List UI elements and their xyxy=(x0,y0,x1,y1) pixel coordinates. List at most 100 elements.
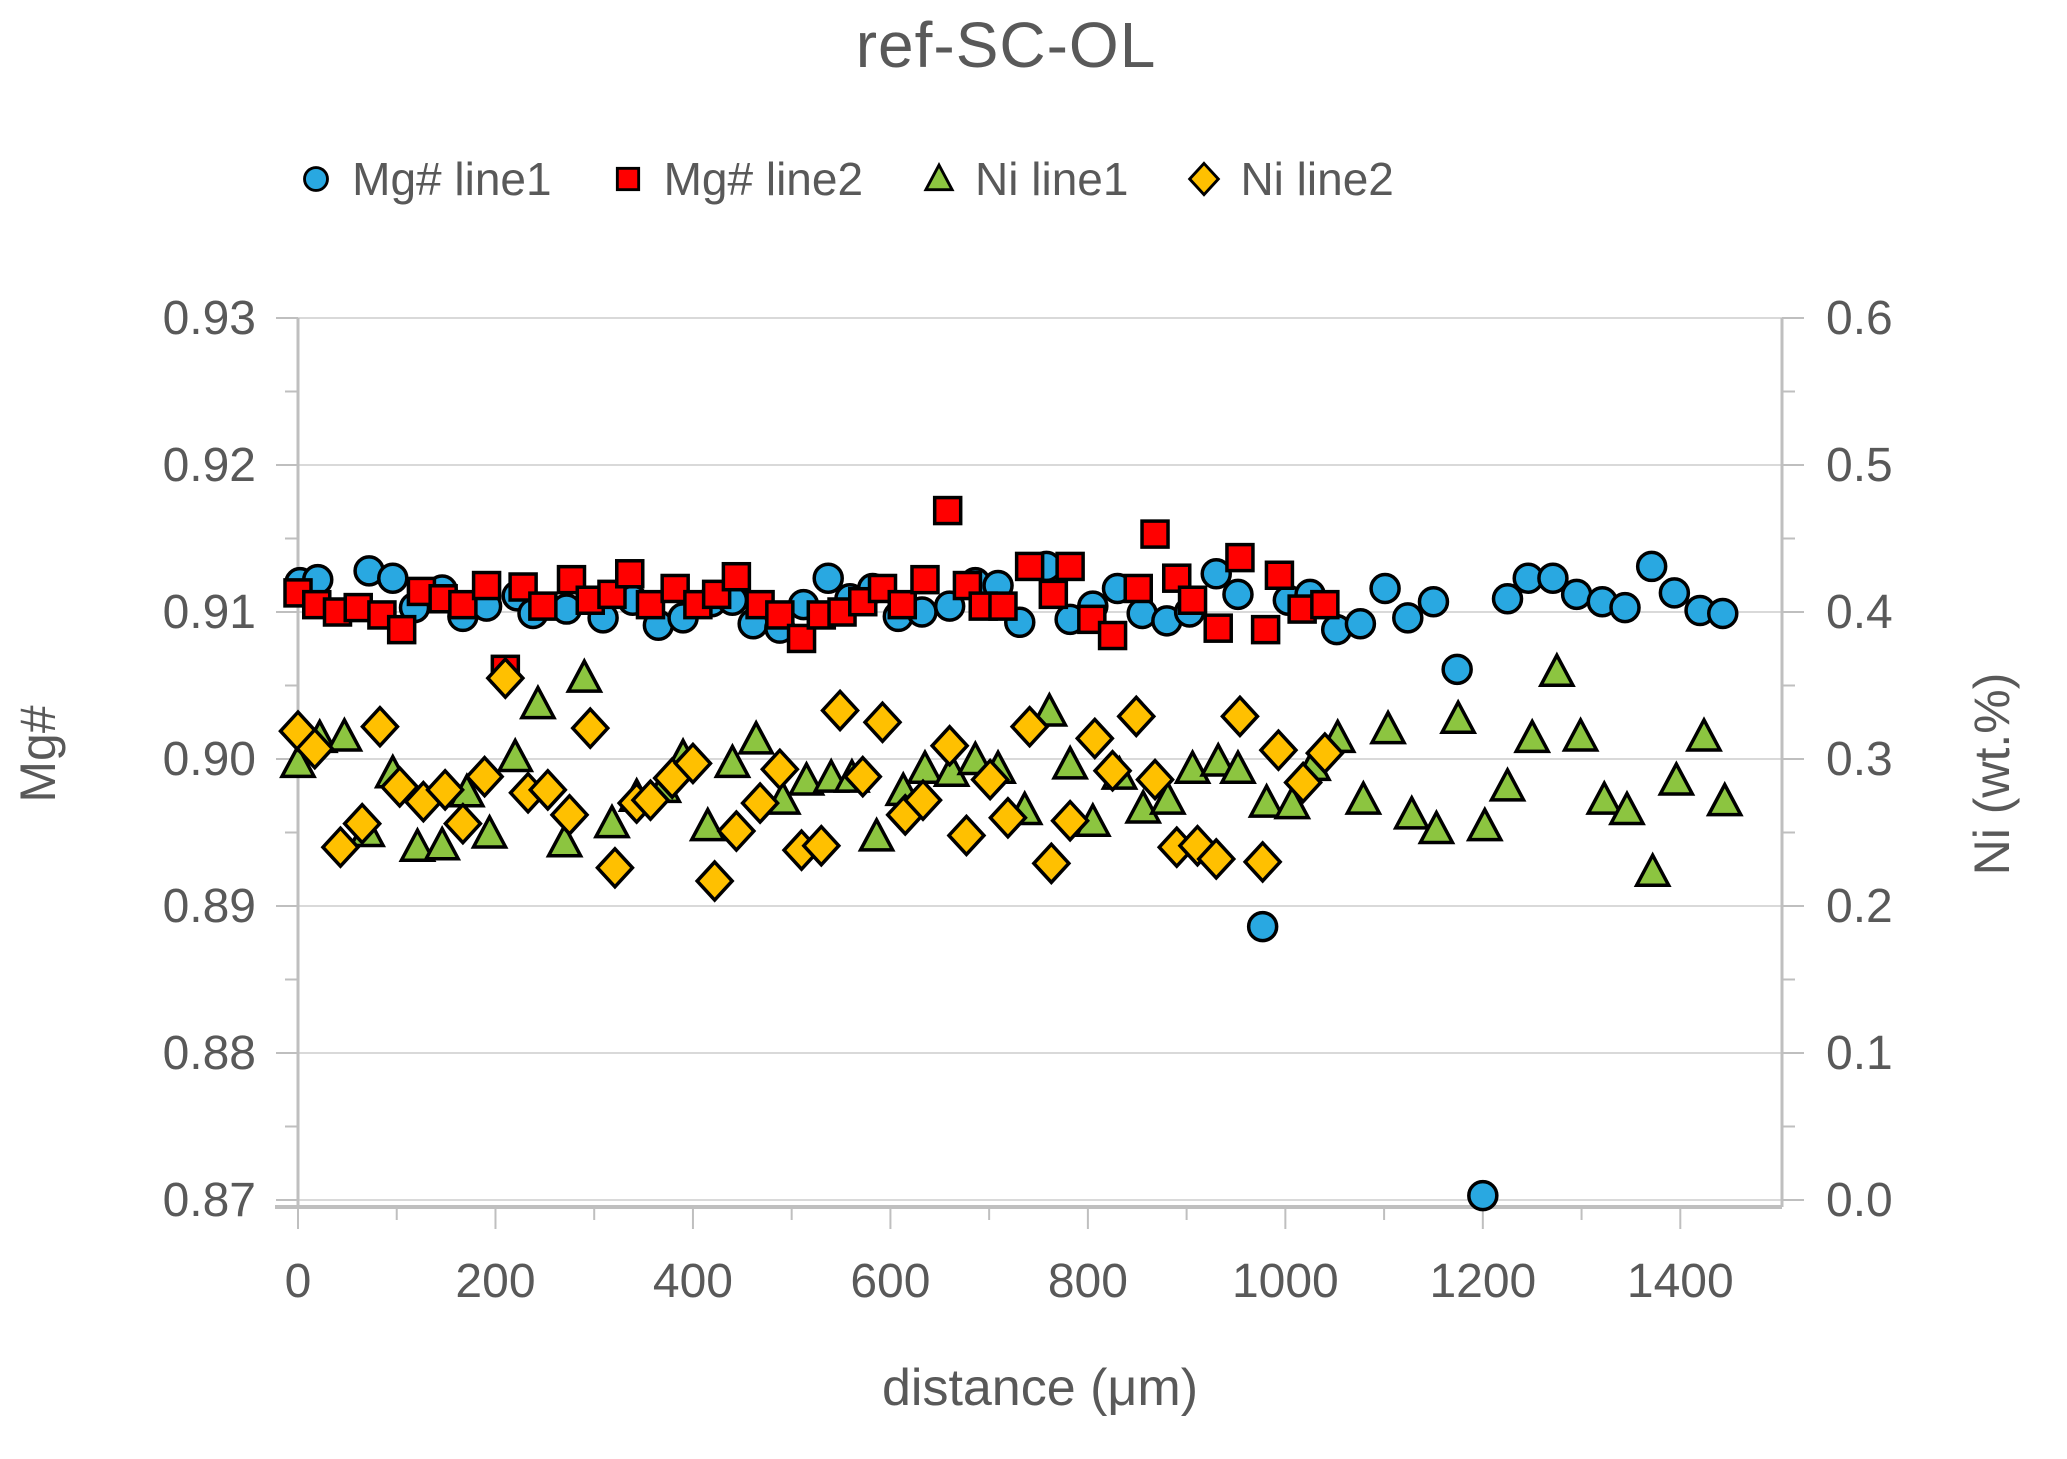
data-point-triangle xyxy=(565,657,604,693)
diamond-marker-icon xyxy=(1188,161,1221,197)
data-point-square xyxy=(1055,551,1085,582)
data-point-circle xyxy=(1537,562,1569,594)
right-tick-label: 0.4 xyxy=(1826,586,1893,639)
data-point-diamond xyxy=(929,724,970,768)
data-point-circle xyxy=(1222,578,1254,611)
data-point-diamond xyxy=(1220,694,1260,738)
data-point-circle xyxy=(377,562,409,594)
data-point-diamond xyxy=(1304,731,1345,775)
data-point-square xyxy=(386,614,417,645)
data-point-triangle xyxy=(1030,691,1069,727)
data-point-circle xyxy=(1491,583,1524,615)
data-point-square xyxy=(1161,563,1192,593)
square-marker-icon xyxy=(615,166,640,192)
data-point-diamond xyxy=(1258,728,1299,772)
data-point-diamond xyxy=(1074,716,1115,761)
data-point-triangle xyxy=(519,683,557,720)
left-tick-label: 0.89 xyxy=(163,880,256,933)
right-tick-label: 0.0 xyxy=(1826,1174,1893,1227)
data-point-diamond xyxy=(464,755,505,799)
data-point-circle xyxy=(1369,572,1401,605)
series-mg-line2 xyxy=(283,495,1340,685)
x-tick-label: 1200 xyxy=(1429,1255,1536,1308)
legend-item-ni-line1: Ni line1 xyxy=(919,152,1128,206)
data-point-triangle xyxy=(787,760,826,796)
data-point-square xyxy=(635,589,666,620)
data-point-triangle xyxy=(1705,780,1744,817)
data-point-diamond xyxy=(988,796,1028,840)
data-point-square xyxy=(1038,579,1069,610)
data-point-diamond xyxy=(759,747,800,791)
data-point-square xyxy=(1014,551,1045,582)
data-point-triangle xyxy=(1417,808,1456,845)
data-point-diamond xyxy=(862,700,903,744)
data-point-triangle xyxy=(593,802,631,839)
data-point-triangle xyxy=(398,826,437,862)
data-point-circle xyxy=(1707,597,1739,630)
data-point-triangle xyxy=(906,748,944,785)
data-point-square xyxy=(508,572,538,602)
data-point-circle xyxy=(1560,578,1593,611)
data-point-diamond xyxy=(1116,694,1157,738)
data-point-triangle xyxy=(1633,851,1672,887)
left-tick-label: 0.88 xyxy=(163,1027,256,1080)
x-tick-label: 0 xyxy=(285,1255,312,1308)
legend-label: Ni line1 xyxy=(975,153,1129,205)
x-tick-label: 1400 xyxy=(1627,1255,1734,1308)
data-point-diamond xyxy=(842,755,883,799)
data-point-triangle xyxy=(1537,651,1576,688)
data-point-square xyxy=(765,600,795,630)
x-tick-label: 1000 xyxy=(1232,1255,1339,1308)
data-point-diamond xyxy=(485,656,526,700)
data-point-square xyxy=(1310,589,1340,620)
data-point-square xyxy=(448,589,478,620)
circle-marker-icon xyxy=(303,166,330,192)
legend: Mg# line1 Mg# line2 Ni line1 Ni line2 xyxy=(0,152,1690,206)
data-point-square xyxy=(988,591,1018,621)
data-point-triangle xyxy=(857,816,896,852)
data-point-triangle xyxy=(737,719,776,755)
data-point-square xyxy=(721,561,752,592)
x-axis-title: distance (μm) xyxy=(881,1359,1199,1417)
data-point-circle xyxy=(1467,1179,1499,1212)
data-point-diamond xyxy=(342,802,383,846)
legend-label: Mg# line1 xyxy=(352,153,552,205)
data-point-circle xyxy=(812,562,844,594)
data-point-triangle xyxy=(1369,708,1407,745)
right-tick-label: 0.2 xyxy=(1826,880,1893,933)
data-point-diamond xyxy=(1188,161,1221,197)
data-point-circle xyxy=(1441,653,1473,686)
data-point-diamond xyxy=(1092,749,1133,793)
data-point-diamond xyxy=(1242,840,1283,884)
data-point-triangle xyxy=(545,822,584,858)
series-ni-line2 xyxy=(278,656,1345,903)
data-point-square xyxy=(1250,614,1281,645)
data-point-diamond xyxy=(820,688,860,733)
data-point-triangle xyxy=(1439,698,1478,735)
data-point-circle xyxy=(1200,558,1232,590)
data-point-triangle xyxy=(1561,716,1600,752)
data-point-square xyxy=(932,495,963,526)
right-tick-label: 0.3 xyxy=(1826,733,1893,786)
data-point-triangle xyxy=(1685,716,1723,752)
left-tick-label: 0.87 xyxy=(163,1174,256,1227)
legend-item-mg-line2: Mg# line2 xyxy=(608,152,863,206)
right-tick-label: 0.6 xyxy=(1826,292,1893,345)
legend-label: Mg# line2 xyxy=(663,153,864,205)
data-point-triangle xyxy=(1219,748,1257,785)
x-tick-label: 600 xyxy=(850,1255,930,1308)
left-axis-title: Mg# xyxy=(10,705,66,803)
data-point-square xyxy=(1203,613,1233,643)
data-point-circle xyxy=(1417,585,1450,618)
right-tick-label: 0.1 xyxy=(1826,1027,1893,1080)
data-point-square xyxy=(1225,542,1255,573)
legend-label: Ni line2 xyxy=(1240,153,1394,205)
legend-item-ni-line2: Ni line2 xyxy=(1184,152,1394,206)
data-point-diamond xyxy=(527,768,568,812)
data-point-square xyxy=(1077,604,1107,635)
left-tick-label: 0.90 xyxy=(163,733,256,786)
data-point-diamond xyxy=(694,859,735,903)
data-point-triangle xyxy=(713,742,752,779)
data-point-diamond xyxy=(1135,757,1175,802)
